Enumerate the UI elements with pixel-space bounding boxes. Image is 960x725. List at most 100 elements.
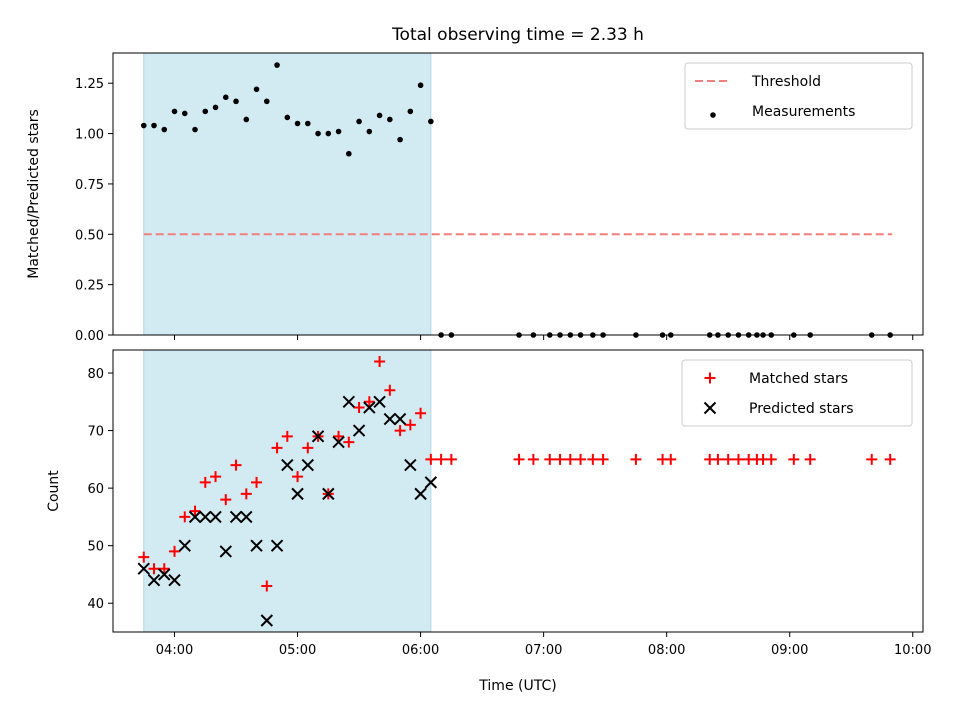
matched-star-point	[210, 471, 222, 483]
measurement-point	[222, 94, 229, 101]
predicted-star-point	[219, 545, 232, 558]
measurement-point	[294, 120, 301, 127]
predicted-star-point	[229, 510, 243, 524]
ratio-series-1	[140, 62, 893, 338]
count-y-tick-label: 40	[87, 597, 104, 612]
matched-star-point	[544, 453, 556, 465]
measurement-point	[151, 122, 157, 129]
predicted-star-point	[270, 539, 284, 552]
measurement-point	[407, 108, 414, 115]
matched-star-point	[445, 453, 457, 465]
ratio-observing-window	[143, 52, 432, 336]
matched-star-point	[575, 453, 587, 465]
matched-star-point	[179, 511, 191, 523]
legend-label: Matched stars	[749, 371, 848, 387]
predicted-star-point	[311, 430, 325, 443]
matched-star-point	[230, 459, 242, 471]
predicted-star-point	[373, 395, 386, 409]
measurement-point	[192, 126, 198, 133]
matched-star-point	[158, 563, 170, 575]
predicted-star-point	[404, 458, 417, 472]
measurement-point	[263, 98, 270, 105]
measurement-point	[346, 150, 352, 157]
matched-star-point	[138, 551, 150, 563]
predicted-star-point	[178, 539, 191, 552]
matched-star-point	[554, 453, 566, 465]
matched-star-point	[712, 453, 724, 465]
predicted-star-point	[260, 614, 274, 627]
ratio-legend: Threshold Measurements	[684, 62, 913, 130]
legend-box	[684, 62, 913, 130]
legend-label: Threshold	[751, 74, 821, 90]
x-tick-label: 07:00	[525, 643, 562, 658]
matched-star-point	[199, 476, 211, 488]
predicted-star-point	[352, 424, 366, 437]
predicted-star-point	[168, 573, 181, 587]
measurement-point	[315, 130, 321, 137]
predicted-star-point	[291, 487, 304, 501]
matched-star-point	[513, 453, 525, 465]
measurement-point	[253, 86, 260, 93]
legend-box	[681, 359, 913, 427]
matched-star-point	[866, 453, 878, 465]
measurement-point	[140, 122, 147, 129]
matched-star-point	[587, 453, 599, 465]
matched-star-point	[292, 471, 304, 483]
matched-star-point	[148, 563, 160, 575]
matched-star-point	[527, 453, 539, 465]
predicted-star-point	[281, 458, 294, 472]
matched-star-point	[363, 396, 375, 408]
ratio-axes-frame	[112, 52, 924, 336]
measurement-point	[171, 108, 178, 115]
predicted-star-point	[383, 412, 397, 426]
legend-label: Measurements	[752, 104, 855, 120]
measurement-point	[366, 128, 373, 135]
measurement-point	[161, 126, 168, 133]
time-x-axis-label: Time (UTC)	[478, 678, 556, 694]
count-y-tick-label: 50	[87, 540, 104, 555]
predicted-star-point	[322, 487, 335, 501]
count-panel: 04:00 05:00 06:00 07:00 08:00 09:00 10:00 40 50 6…	[87, 349, 931, 658]
count-series-0	[138, 356, 896, 592]
measurement-point	[376, 112, 383, 119]
matched-star-point	[343, 436, 355, 448]
matched-star-point	[220, 494, 232, 506]
matched-star-point	[333, 430, 345, 442]
count-series-1	[137, 395, 438, 627]
matched-star-point	[435, 453, 447, 465]
matched-star-point	[665, 453, 677, 465]
matched-star-point	[189, 505, 201, 517]
count-y-tick-label: 80	[87, 367, 104, 382]
matched-star-point	[240, 488, 252, 500]
x-tick-label: 04:00	[156, 643, 193, 658]
predicted-star-point	[188, 510, 202, 524]
predicted-star-point	[342, 395, 356, 409]
ratio-y-tick-label: 1.00	[75, 128, 104, 143]
matched-star-point	[804, 453, 816, 465]
measurement-point	[356, 118, 362, 125]
predicted-star-point	[240, 510, 253, 524]
ratio-y-tick-label: 0.00	[75, 329, 104, 344]
legend-measurement-swatch	[710, 112, 716, 118]
predicted-star-point	[424, 476, 438, 489]
chart-title: Total observing time = 2.33 h	[391, 25, 644, 45]
ratio-y-tick-label: 0.50	[75, 228, 104, 243]
matched-star-point	[384, 384, 396, 396]
matched-star-point	[394, 425, 406, 437]
count-observing-window	[143, 349, 432, 633]
matched-star-point	[169, 545, 181, 557]
measurement-point	[274, 62, 280, 68]
count-legend: Matched stars Predicted stars	[681, 359, 913, 427]
matched-star-point	[425, 453, 437, 465]
predicted-star-point	[414, 487, 427, 501]
legend-label: Predicted stars	[749, 401, 854, 417]
matched-star-point	[765, 453, 777, 465]
legend-predicted-swatch	[703, 401, 717, 415]
predicted-star-point	[393, 412, 407, 426]
predicted-star-point	[158, 568, 171, 581]
matched-star-point	[415, 407, 427, 419]
measurement-point	[212, 104, 219, 111]
count-axes-frame	[112, 349, 924, 633]
matched-star-point	[353, 402, 365, 414]
measurement-point	[305, 120, 311, 127]
